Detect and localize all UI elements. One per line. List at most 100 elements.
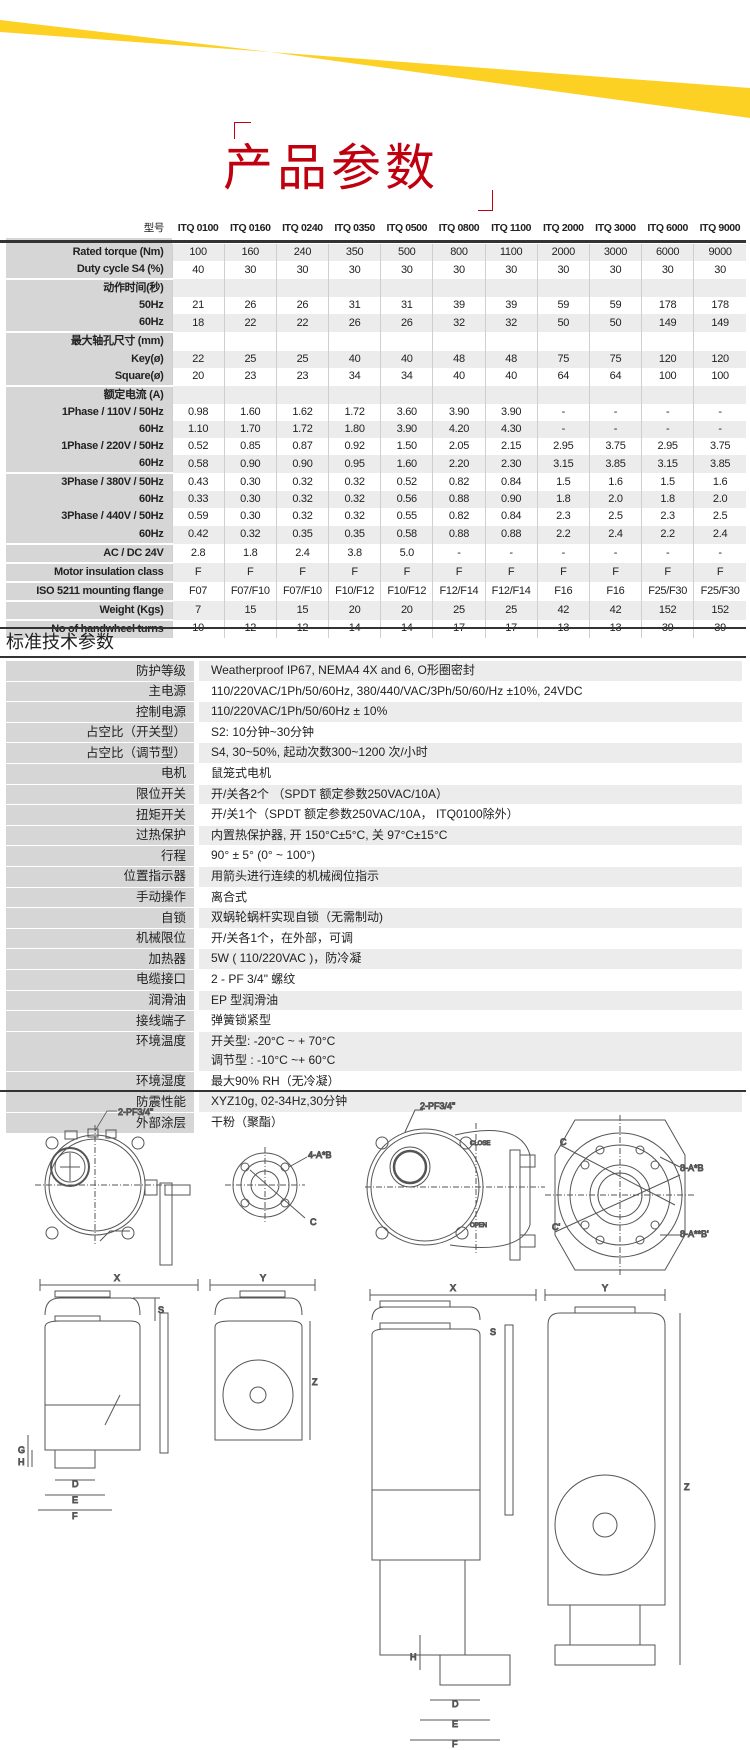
large-actuator-side-view xyxy=(544,1289,681,1666)
row-label: 3Phase / 440V / 50Hz xyxy=(6,508,172,526)
cell-value: 26 xyxy=(328,314,381,333)
spec-row: 占空比（开关型） S2: 10分钟~30分钟 xyxy=(6,722,742,743)
small-flange-view xyxy=(225,1147,308,1223)
large-actuator-front-view xyxy=(369,1289,537,1741)
model-header: ITQ 0100 xyxy=(177,222,219,235)
cell-value: 50 xyxy=(536,314,590,333)
spec-value: 用箭头进行连续的机械阀位指示 xyxy=(199,866,742,887)
z-dim-label-large: Z xyxy=(684,1482,690,1492)
large-flange-view xyxy=(545,1115,695,1275)
spec-label: 位置指示器 xyxy=(6,866,199,887)
cell-value: 31 xyxy=(328,297,381,315)
cell-value: 2.3 xyxy=(641,508,694,526)
table-row: 1Phase / 110V / 50Hz 0.98 1.60 1.62 1.72 3.60… xyxy=(6,403,746,421)
table-row: Rated torque (Nm) 100 160 240 350 500 800 1100 2… xyxy=(6,244,746,262)
spec-label: 主电源 xyxy=(6,681,199,702)
spec-value: Weatherproof IP67, NEMA4 4X and 6, O形圈密封 xyxy=(199,661,742,681)
cell-value: 25 xyxy=(484,600,538,620)
cell-value: 149 xyxy=(641,314,694,333)
spec-value-line: 开/关各2个 （SPDT 额定参数250VAC/10A） xyxy=(211,786,448,801)
cell-value: 30 xyxy=(328,261,381,280)
table-row: 60Hz 0.58 0.90 0.90 0.95 1.60 2.20 2.30 3.15 3.85… xyxy=(6,455,746,475)
cell-value: 0.32 xyxy=(328,491,381,509)
model-header: ITQ 0160 xyxy=(229,222,271,235)
cell-value: - xyxy=(588,403,642,421)
spec-row: 润滑油 EP 型润滑油 xyxy=(6,990,742,1011)
cell-value: 0.32 xyxy=(275,473,329,492)
spec-value: 110/220VAC/1Ph/50/60Hz ± 10% xyxy=(199,702,742,722)
cell-value: 14 xyxy=(380,619,433,639)
cell-value: 2.4 xyxy=(588,525,642,544)
model-header: ITQ 0240 xyxy=(282,222,323,235)
cell-value: 1.60 xyxy=(380,455,433,474)
spec-label: 电缆接口 xyxy=(6,969,199,990)
cell-value xyxy=(275,385,329,404)
cell-value xyxy=(223,279,277,298)
cell-value: 0.59 xyxy=(171,508,225,526)
cell-value: F07/F10 xyxy=(275,581,329,601)
cell-value xyxy=(328,385,381,404)
cell-value: 0.52 xyxy=(171,438,225,456)
spec-row: 自锁 双蜗轮蜗杆实现自锁（无需制动) xyxy=(6,908,742,928)
cell-value: 50 xyxy=(588,314,642,333)
cell-value: 3.90 xyxy=(432,403,486,421)
cell-value: 1.72 xyxy=(328,403,381,421)
cell-value: F16 xyxy=(536,581,590,601)
row-label: Duty cycle S4 (%) xyxy=(6,261,172,281)
cell-value: 0.32 xyxy=(275,491,329,509)
row-label: 50Hz xyxy=(6,297,172,315)
cell-value: F10/F12 xyxy=(380,581,433,601)
cell-value: - xyxy=(641,403,694,421)
row-label: Square(ø) xyxy=(6,367,172,387)
y-dim-label-large: Y xyxy=(602,1283,608,1293)
conduit-label: 2-PF3/4" xyxy=(118,1107,153,1117)
cell-value: F xyxy=(484,562,538,582)
title-bracket-left xyxy=(234,122,251,139)
cell-value: F xyxy=(588,562,642,582)
cell-value: 1.50 xyxy=(380,438,433,456)
cell-value: 31 xyxy=(380,297,433,315)
section-bottom-rule xyxy=(0,1090,746,1092)
cell-value: 1.6 xyxy=(693,473,746,492)
spec-value-line: 离合式 xyxy=(211,889,248,904)
cell-value: 48 xyxy=(432,350,486,368)
spec-value-line: 开/关1个（SPDT 额定参数250VAC/10A， ITQ0100除外） xyxy=(211,807,519,822)
cell-value: 0.52 xyxy=(380,473,433,492)
cell-value: 0.32 xyxy=(328,473,381,492)
cell-value: - xyxy=(693,543,746,563)
row-label: 3Phase / 380V / 50Hz xyxy=(6,473,172,492)
cell-value xyxy=(588,279,642,298)
cell-value: 2.0 xyxy=(693,491,746,509)
cell-value: 3.75 xyxy=(693,438,746,456)
cell-value: 30 xyxy=(588,261,642,280)
cell-value xyxy=(223,385,277,404)
cell-value: 0.55 xyxy=(380,508,433,526)
cell-value: 22 xyxy=(171,350,225,368)
cell-value xyxy=(641,385,694,404)
f-dim-label-large: F xyxy=(452,1739,458,1749)
row-label: 1Phase / 220V / 50Hz xyxy=(6,438,172,456)
cell-value: 25 xyxy=(223,350,277,368)
cell-value xyxy=(536,332,590,351)
spec-row: 过热保护 内置热保护器, 开 150°C±5°C, 关 97°C±15°C xyxy=(6,825,742,846)
cell-value: 18 xyxy=(171,314,225,333)
spec-label: 占空比（调节型） xyxy=(6,743,199,763)
cell-value: F10/F12 xyxy=(328,581,381,601)
small-actuator-side-view xyxy=(209,1279,316,1441)
cell-value: 1.5 xyxy=(536,473,590,492)
cell-value: 2.95 xyxy=(641,438,694,456)
spec-label: 限位开关 xyxy=(6,784,199,805)
cell-value xyxy=(171,279,225,298)
cell-value: 20 xyxy=(171,367,225,386)
large-bolts-label-1: 8-A*B xyxy=(680,1163,704,1173)
cell-value xyxy=(275,332,329,351)
spec-label: 润滑油 xyxy=(6,990,199,1011)
cell-value: 1.80 xyxy=(328,420,381,439)
spec-value: 110/220VAC/1Ph/50/60Hz, 380/440/VAC/3Ph/… xyxy=(199,682,742,702)
spec-row: 行程 90° ± 5° (0° ~ 100°) xyxy=(6,846,742,866)
cell-value: 75 xyxy=(536,350,590,368)
cell-value: F xyxy=(223,562,277,582)
cell-value: 0.30 xyxy=(223,491,277,509)
spec-value: 内置热保护器, 开 150°C±5°C, 关 97°C±15°C xyxy=(199,825,742,846)
cell-value: F12/F14 xyxy=(432,581,486,601)
